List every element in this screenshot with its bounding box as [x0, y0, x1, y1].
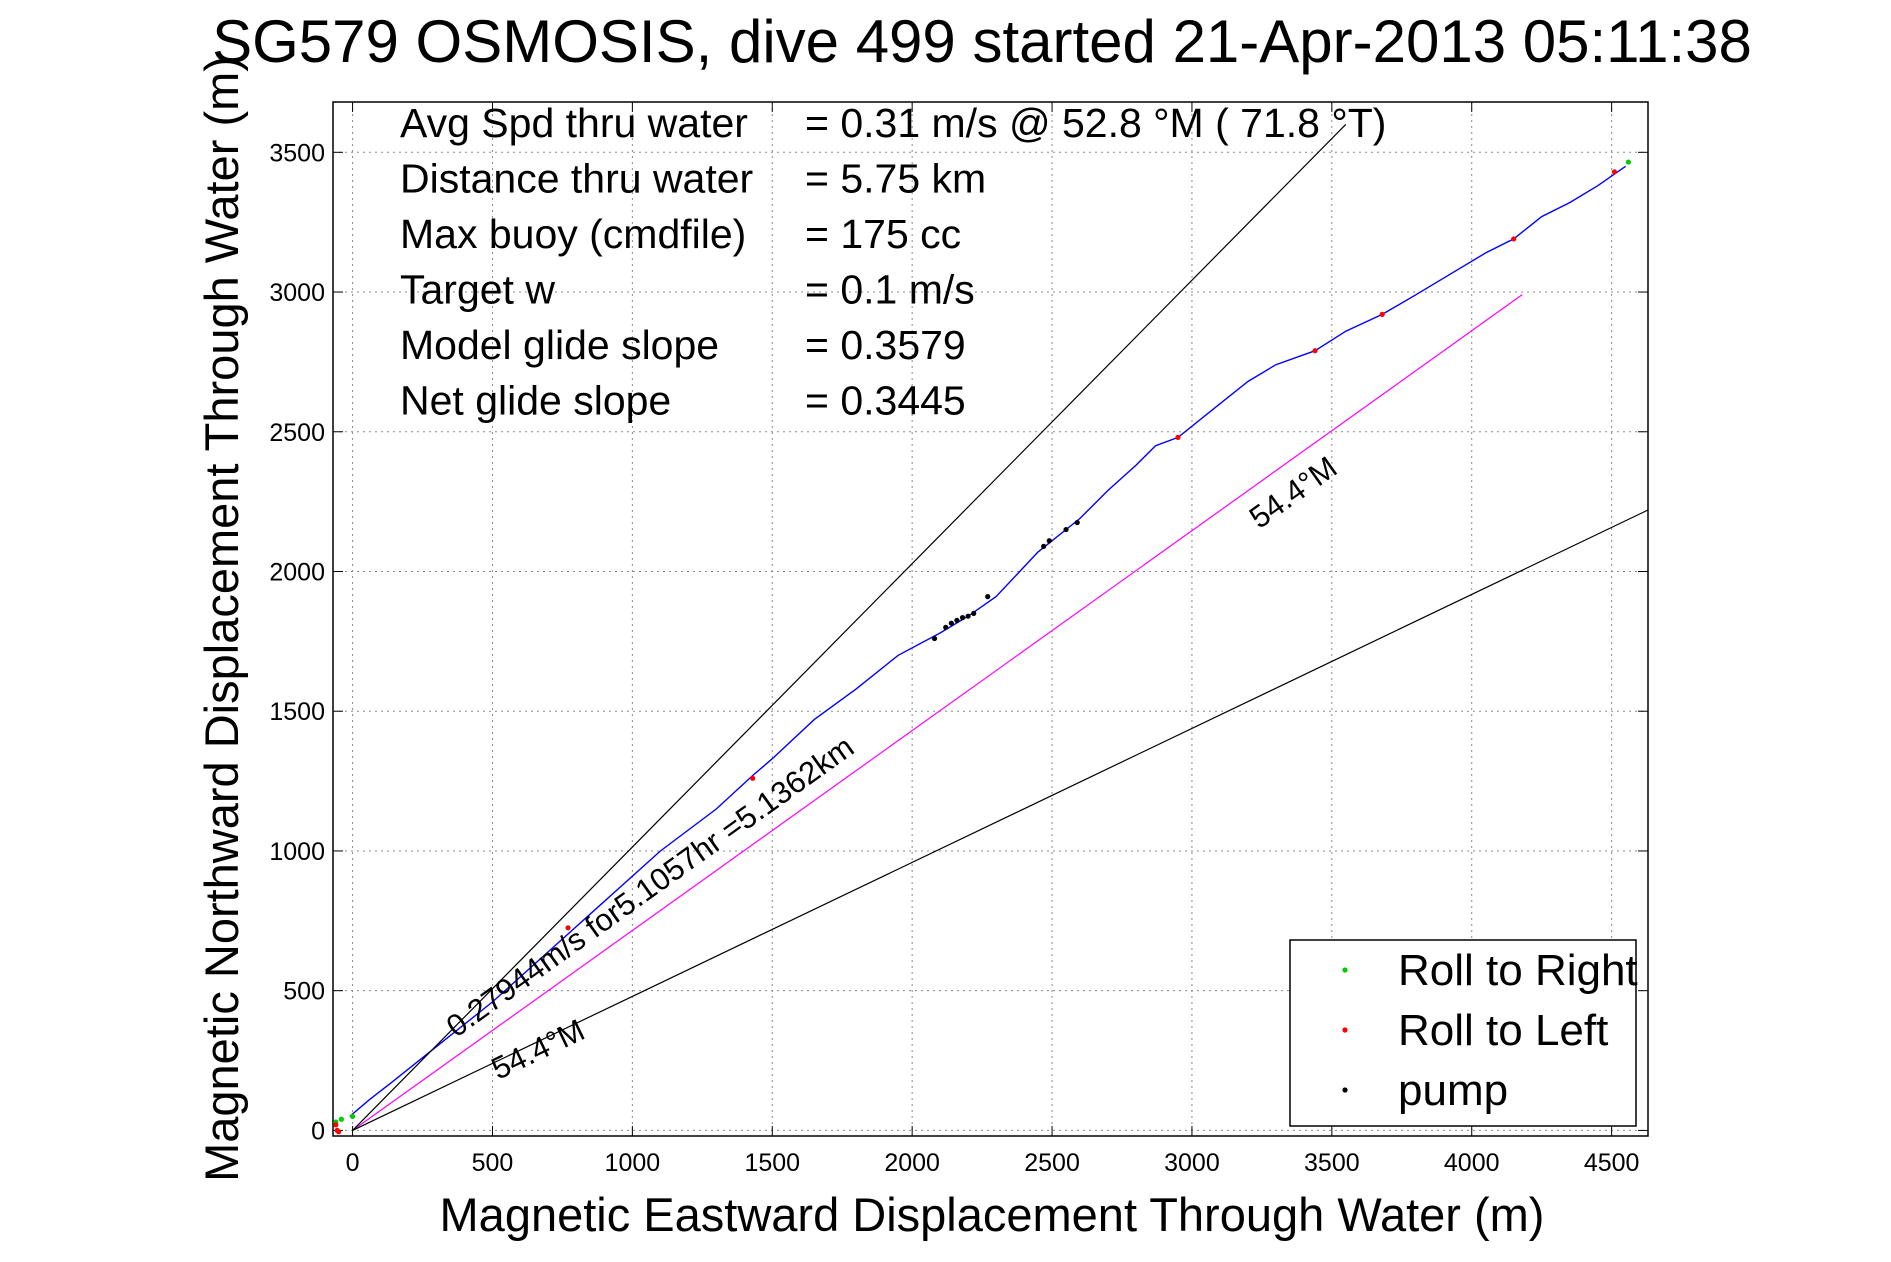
envelope-line: [352, 509, 1648, 1131]
pump-point: [931, 635, 938, 642]
roll-to-right-point: [349, 1113, 356, 1120]
roll-to-left-point: [1312, 348, 1318, 354]
x-tick-label: 4500: [1584, 1149, 1640, 1177]
pump-point: [1046, 538, 1052, 544]
x-tick-label: 4000: [1444, 1149, 1500, 1177]
y-tick-label: 1000: [269, 838, 325, 866]
x-tick-label: 3500: [1304, 1149, 1360, 1177]
roll-to-left-point: [335, 1129, 342, 1135]
pump-point: [985, 594, 991, 600]
legend-label: pump: [1398, 1066, 1508, 1115]
x-tick-label: 2000: [884, 1149, 940, 1177]
pump-point: [971, 610, 977, 617]
pump-point: [943, 624, 949, 630]
pump-point: [1041, 543, 1047, 549]
legend-marker: [1342, 1027, 1348, 1033]
plot-area: 0 500 1000 1500 2000 2500 3000 3500 4000 4500 0 50…: [269, 101, 1649, 1177]
y-tick-label: 0: [311, 1117, 325, 1145]
roll-to-left-point: [565, 925, 571, 931]
stat-label: Max buoy (cmdfile): [400, 211, 746, 257]
stat-value: = 175 cc: [805, 211, 961, 257]
x-tick-label: 500: [472, 1149, 514, 1177]
stat-value: = 0.31 m/s @ 52.8 °M ( 71.8 °T): [805, 100, 1386, 146]
pump-point: [954, 617, 960, 623]
x-axis-label: Magnetic Eastward Displacement Through W…: [440, 1188, 1545, 1241]
stat-label: Avg Spd thru water: [400, 100, 748, 146]
legend-items: Roll to Right Roll to Left pump: [1342, 946, 1638, 1115]
roll-to-left-point: [1379, 311, 1385, 317]
stat-value: = 0.3579: [805, 322, 966, 368]
stats-block: Avg Spd thru water = 0.31 m/s @ 52.8 °M (…: [400, 100, 1386, 424]
x-tick-label: 1500: [744, 1149, 800, 1177]
legend-marker: [1342, 967, 1348, 973]
y-tick-label: 2000: [269, 558, 325, 586]
pump-point: [948, 620, 954, 626]
series-layer: [349, 123, 1648, 1131]
y-tick-label: 500: [283, 978, 325, 1006]
roll-to-left-point: [1611, 169, 1618, 175]
roll-to-left-point: [750, 775, 756, 781]
marker-layer: [333, 159, 1632, 1135]
pump-point: [965, 613, 971, 619]
y-tick-label: 1500: [269, 698, 325, 726]
x-axis-ticks: 0 500 1000 1500 2000 2500 3000 3500 4000 4500: [346, 102, 1640, 1177]
pump-point: [959, 615, 966, 621]
y-tick-label: 3500: [269, 139, 325, 167]
roll-to-right-point: [1625, 159, 1632, 165]
pump-point: [1074, 519, 1080, 526]
x-tick-label: 3000: [1164, 1149, 1220, 1177]
envelope-line: [352, 123, 1347, 1131]
y-axis-ticks: 0 500 1000 1500 2000 2500 3000 3500: [269, 139, 1648, 1145]
y-tick-label: 2500: [269, 419, 325, 447]
x-tick-label: 1000: [605, 1149, 661, 1177]
roll-to-right-point: [338, 1116, 344, 1122]
track-line: [349, 165, 1627, 1117]
stat-label: Net glide slope: [400, 378, 671, 424]
stat-value: = 0.3445: [805, 378, 966, 424]
stat-value: = 0.1 m/s: [805, 267, 975, 313]
pump-point: [1063, 526, 1069, 533]
legend-label: Roll to Right: [1398, 946, 1638, 995]
x-tick-label: 2500: [1024, 1149, 1080, 1177]
roll-to-left-point: [1511, 236, 1517, 242]
legend-marker: [1342, 1087, 1348, 1093]
roll-to-left-point: [1175, 434, 1181, 440]
legend-box: [1289, 939, 1637, 1127]
y-axis-label: Magnetic Northward Displacement Through …: [195, 56, 248, 1182]
roll-to-left-point: [333, 1122, 339, 1128]
stat-value: = 5.75 km: [805, 156, 986, 202]
x-tick-label: 0: [346, 1149, 360, 1177]
legend: Roll to Right Roll to Left pump: [1289, 939, 1638, 1127]
y-tick-label: 3000: [269, 279, 325, 307]
legend-label: Roll to Left: [1398, 1006, 1608, 1055]
stat-label: Model glide slope: [400, 322, 719, 368]
magnetic-heading-line: [352, 294, 1523, 1131]
stat-label: Target w: [400, 267, 555, 313]
chart-title: SG579 OSMOSIS, dive 499 started 21-Apr-2…: [212, 8, 1752, 75]
stat-label: Distance thru water: [400, 156, 753, 202]
grid-lines: [333, 102, 1648, 1136]
